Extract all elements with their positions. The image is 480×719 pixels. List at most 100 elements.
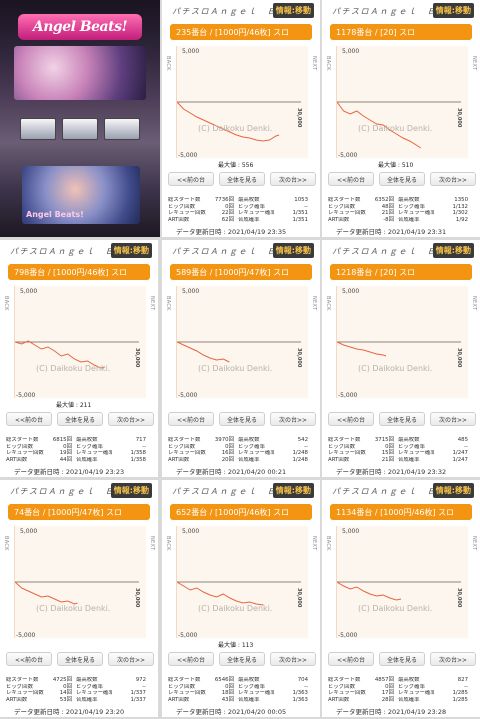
slump-graph-svg [176,341,301,363]
stat-key: 総スタート数 [168,437,201,443]
next-label[interactable]: NEXT [149,536,155,551]
stats-table: 総スタート数 3970回 最高枚数 542 ビッグ回数 0回 ビッグ確率 -- … [168,437,318,463]
panel-header: パチスロＡｎｇｅｌ Ｂｅａｔ… 情報:移動 [162,0,320,18]
back-label[interactable]: BACK [325,536,331,551]
slump-line [14,340,106,369]
view-all-button[interactable]: 全体を見る [379,172,425,186]
info-move-button[interactable]: 情報:移動 [432,243,474,258]
slump-line [336,581,402,601]
stat-value: 0回 [225,683,234,690]
stat-value: 0回 [225,203,234,210]
stat-key: ART回数 [168,216,190,223]
prev-machine-button[interactable]: <<前の台 [168,172,214,186]
next-machine-button[interactable]: 次の台>> [108,652,154,666]
updated-at: データ更新日時 : 2021/04/19 23:35 [176,228,287,236]
next-machine-button[interactable]: 次の台>> [430,412,476,426]
stat-key: 合成確率 [398,216,420,223]
stat-key: 総スタート数 [6,677,39,683]
prev-machine-button[interactable]: <<前の台 [168,412,214,426]
stat-value: 16回 [221,450,234,457]
stats-row: レギュラー回数 19回 レギュラー確率 1/358 [6,450,156,457]
next-label[interactable]: NEXT [149,296,155,311]
next-machine-button[interactable]: 次の台>> [430,652,476,666]
back-label[interactable]: BACK [165,536,171,551]
next-label[interactable]: NEXT [471,296,477,311]
stats-table: 総スタート数 3715回 最高枚数 485 ビッグ回数 0回 ビッグ確率 -- … [328,437,478,463]
stat-key: 合成確率 [398,456,420,463]
stats-row: ART回数 -8回 合成確率 1/92 [328,217,478,224]
prev-machine-button[interactable]: <<前の台 [6,412,52,426]
stat-key: レギュラー回数 [168,450,206,457]
machine-number-bar: 74番台 / [1000円/47枚] スロ [8,504,150,520]
stat-value: 4725回 [52,677,72,683]
nav-buttons: <<前の台 全体を見る 次の台>> [328,172,476,186]
y-axis-top-label: 5,000 [342,528,360,535]
slump-line [336,341,387,357]
info-move-button[interactable]: 情報:移動 [272,243,314,258]
machine-number-bar: 1178番台 / [20] スロ [330,24,472,40]
view-all-button[interactable]: 全体を見る [57,652,103,666]
stat-value: 1/358 [130,456,146,463]
y-axis-top-label: 5,000 [182,528,200,535]
next-machine-button[interactable]: 次の台>> [270,172,316,186]
info-move-button[interactable]: 情報:移動 [272,3,314,18]
nav-buttons: <<前の台 全体を見る 次の台>> [328,652,476,666]
slump-graph-svg [176,101,301,142]
stat-value: 3970回 [214,437,234,443]
stats-row: ART回数 53回 合成確率 1/337 [6,697,156,704]
view-all-button[interactable]: 全体を見る [379,412,425,426]
stat-key: レギュラー回数 [328,690,366,697]
stat-key: 最高枚数 [238,677,260,683]
y-axis-bottom-label: -5,000 [178,632,198,639]
view-all-button[interactable]: 全体を見る [219,412,265,426]
prev-machine-button[interactable]: <<前の台 [6,652,52,666]
next-label[interactable]: NEXT [311,296,317,311]
view-all-button[interactable]: 全体を見る [219,652,265,666]
stat-value: -8回 [383,216,394,223]
nav-buttons: <<前の台 全体を見る 次の台>> [6,412,154,426]
next-machine-button[interactable]: 次の台>> [430,172,476,186]
stats-row: 総スタート数 7736回 最高枚数 1053 [168,197,318,204]
stats-row: レギュラー回数 21回 レギュラー確率 1/302 [328,210,478,217]
info-move-button[interactable]: 情報:移動 [432,3,474,18]
info-move-button[interactable]: 情報:移動 [110,483,152,498]
stat-value: 1/247 [452,456,468,463]
stat-value: 21回 [381,456,394,463]
prev-machine-button[interactable]: <<前の台 [328,652,374,666]
watermark: (C) Daikoku Denki. [358,364,433,373]
back-label[interactable]: BACK [3,296,9,311]
stat-value: 704 [297,677,308,683]
next-label[interactable]: NEXT [311,536,317,551]
stat-value: 6815回 [52,437,72,443]
info-move-button[interactable]: 情報:移動 [272,483,314,498]
next-label[interactable]: NEXT [471,536,477,551]
view-all-button[interactable]: 全体を見る [379,652,425,666]
back-label[interactable]: BACK [165,56,171,71]
prev-machine-button[interactable]: <<前の台 [328,172,374,186]
next-machine-button[interactable]: 次の台>> [270,652,316,666]
y-axis-bottom-label: -5,000 [16,632,36,639]
info-move-button[interactable]: 情報:移動 [432,483,474,498]
back-label[interactable]: BACK [325,296,331,311]
stats-row: レギュラー回数 14回 レギュラー確率 1/337 [6,690,156,697]
view-all-button[interactable]: 全体を見る [219,172,265,186]
stat-key: 合成確率 [76,456,98,463]
stat-key: 合成確率 [76,696,98,703]
machine-image: Angel Beats! Angel Beats! [0,0,160,237]
info-move-button[interactable]: 情報:移動 [110,243,152,258]
back-label[interactable]: BACK [325,56,331,71]
next-machine-button[interactable]: 次の台>> [270,412,316,426]
stat-value: 53回 [59,696,72,703]
view-all-button[interactable]: 全体を見る [57,412,103,426]
prev-machine-button[interactable]: <<前の台 [168,652,214,666]
prev-machine-button[interactable]: <<前の台 [328,412,374,426]
back-label[interactable]: BACK [165,296,171,311]
panel-header: パチスロＡｎｇｅｌ Ｂｅａｔ… 情報:移動 [162,480,320,498]
next-machine-button[interactable]: 次の台>> [108,412,154,426]
back-label[interactable]: BACK [3,536,9,551]
y-axis-top-label: 5,000 [20,288,38,295]
next-label[interactable]: NEXT [471,56,477,71]
next-label[interactable]: NEXT [311,56,317,71]
machine-name: パチスロＡｎｇｅｌ Ｂｅａｔ… [332,487,475,496]
stat-key: ビッグ回数 [168,683,195,690]
